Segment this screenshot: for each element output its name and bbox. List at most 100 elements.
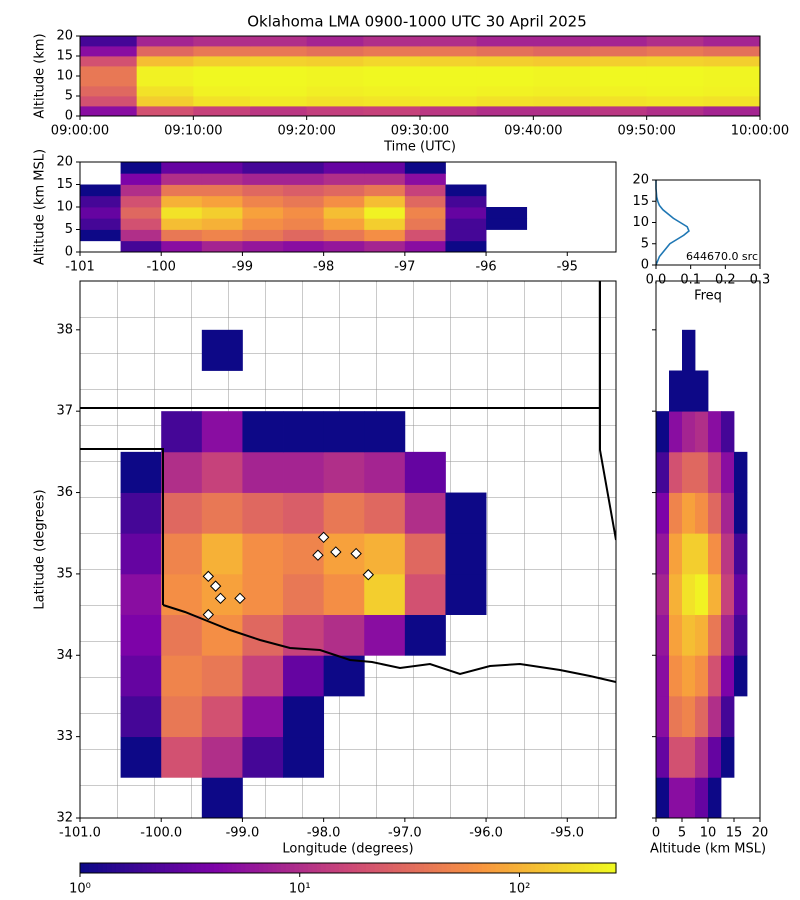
- colorbar-swatch: [263, 863, 269, 873]
- x-tick-label: -99.0: [226, 826, 260, 841]
- colorbar-swatch: [325, 863, 331, 873]
- chart-title: Oklahoma LMA 0900-1000 UTC 30 April 2025: [247, 13, 587, 31]
- density-cell: [708, 451, 722, 493]
- colorbar-swatch: [540, 863, 546, 873]
- colorbar-swatch: [124, 863, 130, 873]
- density-cell: [656, 777, 670, 819]
- colorbar-swatch: [289, 863, 295, 873]
- density-cell: [201, 411, 243, 453]
- density-cell: [669, 614, 683, 656]
- density-cell: [420, 36, 478, 47]
- y-tick-label: 15: [56, 177, 73, 192]
- density-cell: [80, 46, 138, 57]
- y-tick-label: 5: [65, 222, 73, 237]
- density-cell: [323, 492, 365, 534]
- density-cell: [193, 76, 251, 87]
- colorbar-tick-label: 10¹: [289, 882, 311, 897]
- colorbar-swatch: [147, 863, 153, 873]
- density-cell: [682, 736, 696, 778]
- density-cell: [682, 370, 696, 412]
- density-cell: [201, 451, 243, 493]
- density-cell: [476, 36, 534, 47]
- colorbar-swatch: [88, 863, 94, 873]
- density-cell: [669, 533, 683, 575]
- density-cell: [646, 36, 704, 47]
- colorbar-swatch: [245, 863, 251, 873]
- density-cell: [708, 614, 722, 656]
- density-cell: [120, 736, 162, 778]
- density-cell: [590, 86, 648, 97]
- density-cell: [201, 240, 243, 253]
- density-cell: [161, 240, 203, 253]
- density-cell: [533, 56, 591, 67]
- colorbar-swatch: [155, 863, 161, 873]
- colorbar-swatch: [102, 863, 108, 873]
- map-density: [120, 329, 487, 818]
- density-cell: [136, 106, 194, 117]
- colorbar-swatch: [339, 863, 345, 873]
- colorbar-frame: [79, 862, 617, 874]
- density-cell: [363, 66, 421, 77]
- density-cell: [420, 106, 478, 117]
- colorbar-swatch: [406, 863, 412, 873]
- density-cell: [364, 173, 406, 185]
- x-tick-label: 09:30:00: [391, 124, 449, 139]
- x-axis-label: Freq: [694, 289, 722, 304]
- density-cell: [656, 614, 670, 656]
- x-tick-label: 09:40:00: [504, 124, 562, 139]
- density-cell: [120, 614, 162, 656]
- colorbar-swatch: [267, 863, 273, 873]
- density-cell: [364, 451, 406, 493]
- density-cell: [250, 76, 308, 87]
- density-cell: [695, 370, 709, 412]
- density-cell: [708, 655, 722, 697]
- density-cell: [242, 411, 284, 453]
- density-cell: [283, 195, 325, 208]
- density-cell: [420, 46, 478, 57]
- y-tick-label: 20: [56, 29, 73, 44]
- colorbar-swatch: [334, 863, 340, 873]
- density-cell: [669, 736, 683, 778]
- density-cell: [201, 173, 243, 185]
- density-cell: [201, 736, 243, 778]
- density-cell: [250, 86, 308, 97]
- density-cell: [682, 695, 696, 738]
- density-cell: [682, 777, 696, 819]
- density-cell: [283, 207, 325, 219]
- density-cell: [703, 96, 761, 107]
- density-cell: [242, 614, 284, 656]
- density-cell: [703, 106, 761, 117]
- x-tick-label: -98.0: [307, 826, 341, 841]
- colorbar-swatch: [486, 863, 492, 873]
- colorbar-swatch: [428, 863, 434, 873]
- density-cell: [242, 695, 284, 738]
- colorbar-swatch: [285, 863, 291, 873]
- density-cell: [323, 218, 365, 230]
- x-tick-label: 0.2: [715, 273, 736, 288]
- density-cell: [533, 106, 591, 117]
- colorbar-swatch: [84, 863, 90, 873]
- density-cell: [695, 614, 709, 656]
- density-cell: [721, 411, 735, 453]
- colorbar-swatch: [222, 863, 228, 873]
- density-cell: [283, 736, 325, 778]
- density-cell: [363, 106, 421, 117]
- x-tick-label: -96.0: [469, 826, 503, 841]
- colorbar-swatch: [611, 863, 617, 873]
- colorbar-swatch: [227, 863, 233, 873]
- x-tick-label: -99: [232, 260, 253, 275]
- density-cell: [193, 56, 251, 67]
- y-tick-label: 10: [632, 215, 649, 230]
- density-cell: [404, 173, 446, 185]
- density-cell: [590, 46, 648, 57]
- colorbar-swatch: [477, 863, 483, 873]
- colorbar-swatch: [392, 863, 398, 873]
- density-cell: [283, 162, 325, 174]
- density-cell: [201, 655, 243, 697]
- density-cell: [486, 218, 528, 230]
- density-cell: [120, 240, 162, 253]
- density-cell: [476, 66, 534, 77]
- density-cell: [250, 36, 308, 47]
- density-cell: [721, 573, 735, 615]
- colorbar-tick-label: 10²: [509, 882, 531, 897]
